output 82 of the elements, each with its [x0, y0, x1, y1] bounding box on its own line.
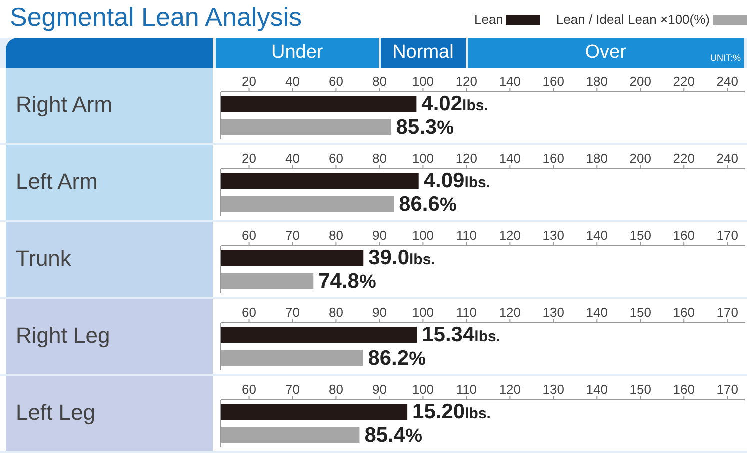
band-label: Over — [585, 42, 626, 63]
y-tick-label: Right Arm — [16, 92, 113, 118]
x-tick-label: 170 — [716, 382, 738, 397]
x-tick-label: 160 — [542, 74, 565, 89]
x-tick-label: 130 — [542, 382, 565, 397]
x-tick-label: 40 — [286, 151, 300, 166]
x-tick-label: 240 — [716, 151, 738, 166]
x-tick-label: 120 — [499, 382, 522, 397]
x-tick-label: 120 — [499, 305, 522, 320]
x-tick-label: 110 — [456, 228, 478, 243]
y-tick-label: Trunk — [16, 246, 72, 272]
x-tick-label: 150 — [630, 228, 652, 243]
x-tick-label: 160 — [673, 228, 695, 243]
x-tick-label: 70 — [286, 305, 300, 320]
x-tick-label: 120 — [456, 151, 478, 166]
x-tick-label: 60 — [329, 151, 344, 166]
x-tick-label: 60 — [242, 228, 256, 243]
annotation: 4.02lbs. — [422, 92, 488, 116]
data-label: 85.3% — [396, 116, 454, 139]
annotation: 39.0lbs. — [368, 246, 436, 270]
x-tick-label: 100 — [412, 305, 434, 320]
x-tick-label: 140 — [499, 74, 522, 89]
x-tick-label: 40 — [286, 74, 300, 89]
annotation: 4.09lbs. — [424, 170, 491, 192]
band-label: Normal — [380, 38, 466, 68]
x-tick-label: 170 — [716, 305, 738, 320]
x-tick-label: 180 — [586, 151, 608, 166]
x-tick-label: 130 — [542, 305, 565, 320]
y-tick-label: Left Leg — [16, 400, 96, 426]
x-tick-label: 110 — [456, 382, 478, 397]
x-tick-label: 130 — [542, 228, 565, 243]
legend-label: Lean / Ideal Lean ×100(%) — [556, 12, 710, 27]
annotation: 15.34lbs. — [422, 324, 501, 346]
x-tick-label: 150 — [630, 305, 652, 320]
x-tick-label: 80 — [372, 74, 387, 89]
x-tick-label: 20 — [242, 151, 256, 166]
annotation: 15.20lbs. — [412, 400, 491, 424]
x-tick-label: 60 — [329, 74, 344, 89]
x-tick-label: 170 — [716, 228, 738, 243]
x-tick-label: 220 — [673, 151, 695, 166]
chart-title: Segmental Lean Analysis — [10, 2, 302, 33]
x-tick-label: 180 — [586, 74, 608, 89]
data-label: 74.8% — [318, 270, 376, 293]
x-tick-label: 140 — [586, 382, 608, 397]
data-label: 86.6% — [399, 193, 457, 216]
x-tick-label: 140 — [586, 228, 608, 243]
x-tick-label: 70 — [286, 228, 300, 243]
y-tick-label: Right Leg — [16, 323, 110, 349]
y-tick-label: Left Arm — [16, 169, 98, 195]
x-tick-label: 140 — [499, 151, 522, 166]
annotation: UNIT:% — [710, 53, 741, 63]
x-tick-label: 120 — [456, 74, 478, 89]
x-tick-label: 90 — [372, 305, 387, 320]
x-tick-label: 70 — [286, 382, 300, 397]
x-tick-label: 100 — [412, 74, 434, 89]
x-tick-label: 120 — [499, 228, 522, 243]
x-tick-label: 80 — [329, 305, 344, 320]
x-tick-label: 150 — [630, 382, 652, 397]
x-tick-label: 160 — [542, 151, 565, 166]
data-label: 86.2% — [368, 347, 426, 370]
x-tick-label: 240 — [716, 74, 738, 89]
x-tick-label: 60 — [242, 382, 256, 397]
x-tick-label: 80 — [329, 228, 344, 243]
x-tick-label: 200 — [630, 151, 652, 166]
x-tick-label: 140 — [586, 305, 608, 320]
band-label: Under — [216, 38, 379, 68]
x-tick-label: 160 — [673, 305, 695, 320]
x-tick-label: 160 — [673, 382, 695, 397]
x-tick-label: 220 — [673, 74, 695, 89]
x-tick-label: 20 — [242, 74, 256, 89]
data-label: 85.4% — [364, 424, 423, 447]
x-tick-label: 80 — [329, 382, 344, 397]
x-tick-label: 90 — [372, 382, 387, 397]
x-tick-label: 200 — [630, 74, 652, 89]
x-tick-label: 60 — [242, 305, 256, 320]
x-tick-label: 100 — [412, 228, 434, 243]
x-tick-label: 100 — [412, 151, 434, 166]
x-tick-label: 90 — [372, 228, 387, 243]
x-tick-label: 100 — [412, 382, 434, 397]
legend-label: Lean — [474, 12, 504, 27]
x-tick-label: 80 — [372, 151, 387, 166]
x-tick-label: 110 — [456, 305, 478, 320]
